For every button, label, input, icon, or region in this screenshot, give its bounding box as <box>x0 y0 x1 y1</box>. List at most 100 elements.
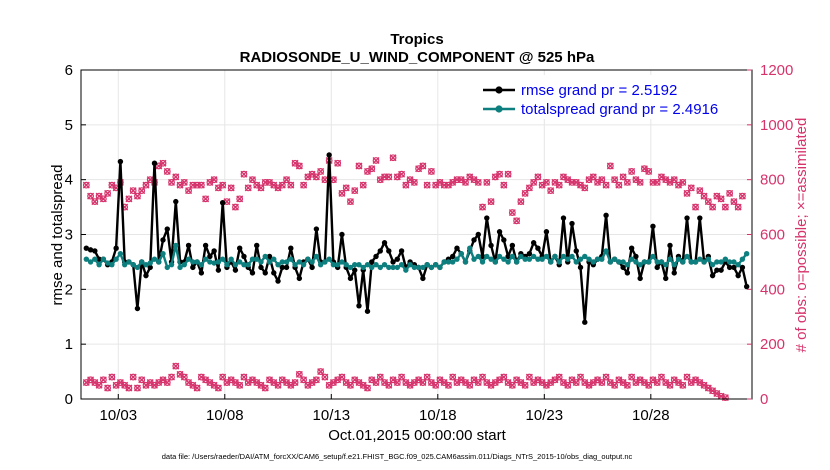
obs-possible-point <box>525 184 533 192</box>
totalspread-point <box>475 253 481 260</box>
totalspread-point <box>190 259 196 265</box>
obs-possible-point <box>168 373 175 381</box>
obs-assimilated-point <box>432 381 440 389</box>
totalspread-point <box>398 261 405 268</box>
obs-possible-point <box>517 198 525 206</box>
rmse-point <box>254 242 260 249</box>
obs-possible-point <box>679 381 687 389</box>
obs-possible-point <box>500 373 508 381</box>
x-tick-label: 10/28 <box>632 407 670 424</box>
rmse-point <box>603 212 609 219</box>
totalspread-point <box>117 250 124 257</box>
totalspread-point <box>471 256 477 262</box>
rmse-point <box>697 215 703 221</box>
left-tick-label: 6 <box>65 62 73 79</box>
obs-assimilated-point <box>692 203 700 211</box>
obs-assimilated-point <box>197 181 205 189</box>
rmse-point <box>667 242 673 249</box>
totalspread-point <box>522 256 528 262</box>
obs-possible-point <box>368 165 376 173</box>
obs-possible-point <box>219 181 227 189</box>
obs-possible-point <box>372 379 380 386</box>
obs-assimilated-point <box>180 178 188 186</box>
x-tick-label: 10/23 <box>526 407 564 424</box>
obs-assimilated-point <box>402 181 410 189</box>
rmse-point <box>373 253 379 260</box>
obs-possible-point <box>598 379 606 386</box>
rmse-point <box>582 319 588 325</box>
totalspread-point <box>228 256 234 262</box>
rmse-point <box>573 248 579 254</box>
right-tick-label: 800 <box>760 172 785 189</box>
x-axis: 10/03 10/08 10/13 10/18 10/23 10/28 <box>100 394 670 424</box>
obs-assimilated-point <box>726 189 734 197</box>
obs-assimilated-point <box>704 198 712 206</box>
chart-subtitle: RADIOSONDE_U_WIND_COMPONENT @ 525 hPa <box>240 49 595 66</box>
left-tick-label: 2 <box>65 281 73 298</box>
obs-possible-point <box>602 181 610 189</box>
totalspread-point <box>530 253 537 260</box>
obs-assimilated-point <box>372 156 380 164</box>
obs-assimilated-point <box>125 384 133 392</box>
obs-assimilated-point <box>709 203 717 211</box>
obs-assimilated-point <box>696 187 704 195</box>
obs-assimilated-point <box>479 203 487 211</box>
totalspread-point <box>356 261 362 268</box>
totalspread-point <box>518 253 524 260</box>
obs-possible-point <box>577 373 584 381</box>
right-tick-label: 1000 <box>760 117 793 134</box>
totalspread-point <box>369 264 375 271</box>
obs-assimilated-point <box>525 373 533 381</box>
obs-assimilated-point <box>236 195 244 203</box>
obs-possible-point <box>287 181 295 189</box>
obs-assimilated-point <box>419 162 427 170</box>
obs-possible-point <box>193 384 201 392</box>
obs-possible-point <box>581 184 589 192</box>
rmse-point <box>190 264 196 271</box>
obs-assimilated-point <box>513 217 521 225</box>
obs-assimilated-point <box>312 376 320 384</box>
totalspread-point <box>147 260 153 266</box>
obs-possible-point <box>261 384 269 392</box>
totalspread-point <box>173 242 179 249</box>
rmse-point <box>735 272 741 279</box>
totalspread-point <box>701 259 707 265</box>
obs-assimilated-point <box>423 373 431 381</box>
rmse-point <box>92 248 98 254</box>
totalspread-point <box>322 259 328 265</box>
obs-possible-point <box>474 179 482 186</box>
rmse-point <box>271 270 277 276</box>
rmse-point <box>471 237 477 243</box>
obs-possible-point <box>317 368 325 375</box>
totalspread-point <box>692 259 699 265</box>
obs-assimilated-point <box>385 173 393 181</box>
totalspread-point <box>390 264 396 271</box>
obs-assimilated-point <box>521 189 529 197</box>
obs-possible-point <box>602 373 610 381</box>
obs-assimilated-point <box>466 381 474 389</box>
obs-assimilated-point <box>683 373 691 381</box>
obs-assimilated-point <box>108 373 116 381</box>
totalspread-point <box>428 264 435 271</box>
totalspread-point <box>650 253 656 260</box>
totalspread-point <box>637 261 643 268</box>
totalspread-point <box>254 256 260 262</box>
obs-assimilated-point <box>317 368 325 376</box>
totalspread-point <box>407 261 413 268</box>
obs-possible-point <box>508 209 516 216</box>
rmse-point <box>283 264 290 271</box>
totalspread-point <box>565 256 571 262</box>
obs-assimilated-point <box>172 173 180 181</box>
obs-possible-point <box>398 170 405 178</box>
totalspread-series <box>83 242 750 273</box>
totalspread-point <box>202 256 209 262</box>
obs-possible-point <box>530 179 538 186</box>
rmse-point <box>714 267 720 273</box>
y-axis-left-label: rmse and totalspread <box>49 165 66 306</box>
x-tick-label: 10/08 <box>206 407 244 424</box>
obs-assimilated-point <box>99 195 107 203</box>
left-tick-label: 0 <box>65 391 73 408</box>
obs-assimilated-point <box>479 373 487 381</box>
obs-assimilated-point <box>619 173 627 181</box>
obs-assimilated-point <box>410 178 418 186</box>
